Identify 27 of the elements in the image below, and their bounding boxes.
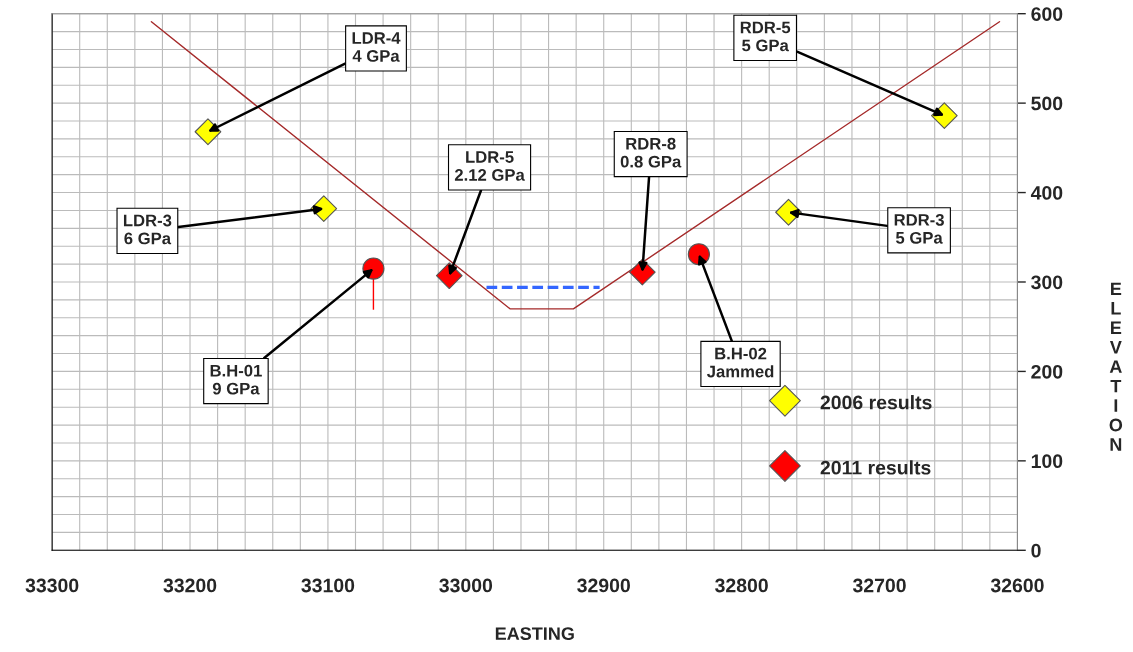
annotation: LDR-5 2.12 GPa bbox=[454, 151, 525, 181]
annotation: RDR-3 5 GPa bbox=[894, 213, 944, 244]
x-tick-label: 33000 bbox=[439, 578, 493, 593]
x-tick-label: 33300 bbox=[25, 578, 79, 593]
annotation: B.H-02 Jammed bbox=[706, 347, 774, 378]
legend-label: 2006 results bbox=[820, 395, 932, 410]
y-tick-label: 600 bbox=[1031, 7, 1063, 21]
y-tick-label: 100 bbox=[1031, 454, 1063, 469]
legend-label: 2011 results bbox=[820, 460, 931, 475]
x-tick-label: 33200 bbox=[163, 578, 217, 593]
y-tick-label: 400 bbox=[1030, 186, 1063, 200]
annotation: RDR-8 0.8 GPa bbox=[620, 137, 682, 168]
annotation: LDR-3 6 GPa bbox=[123, 214, 172, 245]
x-tick-label: 32600 bbox=[990, 578, 1044, 593]
x-tick-label: 32800 bbox=[715, 578, 768, 593]
x-axis-title: EASTING bbox=[495, 627, 574, 641]
x-tick-label: 33100 bbox=[301, 578, 355, 593]
x-tick-label: 32700 bbox=[852, 578, 906, 593]
y-tick-label: 0 bbox=[1031, 543, 1041, 558]
y-tick-label: 500 bbox=[1031, 96, 1063, 111]
x-tick-label: 32900 bbox=[577, 578, 630, 593]
annotation: B.H-01 9 GPa bbox=[210, 364, 262, 395]
y-tick-label: 200 bbox=[1031, 364, 1063, 379]
text: ELEVATION bbox=[1109, 282, 1123, 451]
y-tick-label: 300 bbox=[1031, 275, 1063, 290]
annotation: LDR-4 4 GPa bbox=[352, 32, 401, 62]
annotation: RDR-5 5 GPa bbox=[740, 21, 791, 52]
